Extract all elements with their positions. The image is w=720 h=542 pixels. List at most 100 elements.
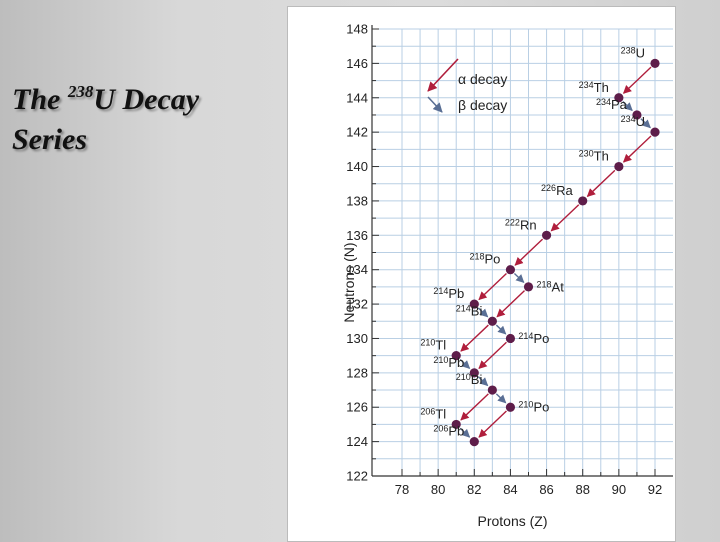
label-Pa234-mass: 234 xyxy=(596,97,611,107)
label-Tl206-mass: 206 xyxy=(420,406,435,416)
label-U238: 238U xyxy=(621,45,645,60)
x-tick-label: 80 xyxy=(431,482,445,497)
label-Tl210-mass: 210 xyxy=(420,338,435,348)
label-Pa234-symbol: Pa xyxy=(611,97,628,112)
label-Th234-mass: 234 xyxy=(579,80,594,90)
point-Bi210 xyxy=(487,385,497,395)
decay-series-chart: 122 124 126 128 130 132 134 136 138 140 142 144 146 1… xyxy=(341,22,673,529)
slide-title-line2: Series xyxy=(12,123,87,156)
arrow-alpha-U234-Th230 xyxy=(622,135,652,163)
arrow-alpha-Bi214-Tl210 xyxy=(460,324,489,352)
label-Bi214-symbol: Bi xyxy=(471,303,483,318)
label-Rn222: 222Rn xyxy=(505,217,537,232)
x-axis-title: Protons (Z) xyxy=(477,513,547,529)
label-Bi210-symbol: Bi xyxy=(471,372,483,387)
label-Pb214: 214Pb xyxy=(433,286,464,301)
label-Bi210-mass: 210 xyxy=(456,372,471,382)
label-Pa234: 234Pa xyxy=(596,97,628,112)
point-Pb214 xyxy=(469,299,479,309)
label-Po214-mass: 214 xyxy=(518,331,533,341)
legend-arrow-alpha xyxy=(427,58,459,92)
label-At218: 218At xyxy=(537,279,565,294)
y-tick-label: 130 xyxy=(346,331,368,346)
y-tick-label: 136 xyxy=(346,228,368,243)
label-U234-symbol: U xyxy=(636,114,645,129)
label-Pb206-symbol: Pb xyxy=(448,424,464,439)
arrow-alpha-Po218-Pb214 xyxy=(478,272,507,301)
label-Bi210: 210Bi xyxy=(456,372,483,387)
arrow-alpha-At218-Bi214 xyxy=(496,290,525,318)
y-axis-title: Neutrons (N) xyxy=(341,242,357,322)
legend: α decay β decay xyxy=(427,58,507,113)
point-Tl210 xyxy=(451,351,461,361)
arrow-beta-Th234-Pa234 xyxy=(622,101,633,112)
arrow-alpha-Th230-Ra226 xyxy=(586,169,616,198)
label-Th230-mass: 230 xyxy=(579,149,594,159)
label-Ra226: 226Ra xyxy=(541,183,573,198)
y-tick-label: 128 xyxy=(346,365,368,380)
y-tick-label: 132 xyxy=(346,297,368,312)
label-Po214: 214Po xyxy=(518,331,549,346)
point-U238 xyxy=(650,58,660,68)
point-Pb210 xyxy=(469,368,479,378)
y-tick-label: 122 xyxy=(346,469,368,484)
x-tick-label: 78 xyxy=(395,482,409,497)
chart-panel: 122 124 126 128 130 132 134 136 138 140 142 144 146 1… xyxy=(287,6,676,542)
arrow-beta-Po218-At218 xyxy=(513,272,525,283)
label-Pb210-symbol: Pb xyxy=(448,355,464,370)
point-Rn222 xyxy=(541,230,552,240)
decay-arrows xyxy=(459,66,652,438)
x-tick-label: 88 xyxy=(575,482,589,497)
y-tick-label: 134 xyxy=(346,262,368,277)
x-tick-label: 90 xyxy=(612,482,626,497)
label-Po210-symbol: Po xyxy=(533,400,549,415)
slide-title-line1: The 238U Decay xyxy=(12,72,199,120)
label-Po218-symbol: Po xyxy=(485,252,501,267)
arrow-beta-Pb210-Bi210 xyxy=(477,376,489,387)
y-tick-label: 140 xyxy=(346,159,368,174)
nuclide-points xyxy=(451,58,660,447)
label-U238-symbol: U xyxy=(636,45,645,60)
x-tick-label: 92 xyxy=(648,482,662,497)
axes: 122 124 126 128 130 132 134 136 138 140 142 144 146 1… xyxy=(341,22,673,529)
arrow-beta-Tl210-Pb210 xyxy=(459,358,471,369)
label-U234: 234U xyxy=(621,114,645,129)
label-Th234: 234Th xyxy=(579,80,609,95)
label-Po214-symbol: Po xyxy=(533,331,549,346)
label-Pb214-mass: 214 xyxy=(433,286,448,296)
label-Rn222-mass: 222 xyxy=(505,217,520,227)
point-Th234 xyxy=(614,93,624,103)
label-Rn222-symbol: Rn xyxy=(520,217,537,232)
x-tick-label: 86 xyxy=(539,482,553,497)
label-U238-mass: 238 xyxy=(621,45,636,55)
label-Po218: 218Po xyxy=(469,252,500,267)
label-Tl210-symbol: Tl xyxy=(435,338,446,353)
x-tick-label: 84 xyxy=(503,482,517,497)
title-element: U Decay xyxy=(93,83,200,116)
y-tick-label: 146 xyxy=(346,56,368,71)
label-Th230-symbol: Th xyxy=(594,149,609,164)
point-Ra226 xyxy=(578,196,588,206)
label-Bi214: 214Bi xyxy=(456,303,483,318)
y-tick-label: 124 xyxy=(346,434,368,449)
label-Tl206: 206Tl xyxy=(420,406,446,421)
title-mass-number: 238 xyxy=(67,82,94,101)
point-At218 xyxy=(523,282,534,292)
legend-arrow-beta xyxy=(427,96,443,113)
label-Pb206-mass: 206 xyxy=(433,424,448,434)
label-Pb210: 210Pb xyxy=(433,355,464,370)
label-Tl210: 210Tl xyxy=(420,338,446,353)
point-Po210 xyxy=(505,402,516,412)
point-Po218 xyxy=(505,265,516,275)
label-At218-symbol: At xyxy=(552,279,565,294)
label-At218-mass: 218 xyxy=(537,279,552,289)
arrow-alpha-Rn222-Po218 xyxy=(514,238,544,266)
arrow-beta-Bi210-Po210 xyxy=(495,393,507,404)
y-tick-label: 142 xyxy=(346,125,368,140)
label-Bi214-mass: 214 xyxy=(456,303,471,313)
label-Th234-symbol: Th xyxy=(594,80,609,95)
label-Pb214-symbol: Pb xyxy=(448,286,464,301)
label-Pb206: 206Pb xyxy=(433,424,464,439)
label-Po210: 210Po xyxy=(518,400,549,415)
point-Bi214 xyxy=(487,316,497,326)
